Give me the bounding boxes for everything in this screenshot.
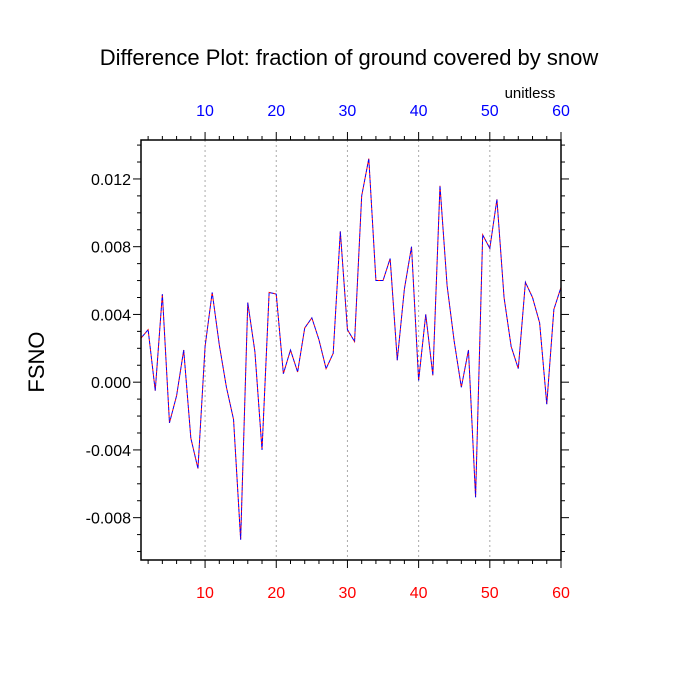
series-group <box>140 158 562 540</box>
x-tick-label-top: 20 <box>267 103 285 120</box>
y-tick-label: 0.012 <box>91 172 131 189</box>
y-tick-label: -0.004 <box>86 443 131 460</box>
units-label: unitless <box>505 85 556 102</box>
x-tick-label-bottom: 30 <box>339 585 357 602</box>
series-line-2 <box>140 158 562 540</box>
y-tick-label: 0.000 <box>91 375 131 392</box>
series-line-1 <box>140 158 562 540</box>
x-tick-label-bottom: 20 <box>267 585 285 602</box>
x-tick-label-bottom: 10 <box>196 585 214 602</box>
chart-title: Difference Plot: fraction of ground cove… <box>100 45 599 70</box>
x-tick-label-top: 10 <box>196 103 214 120</box>
x-tick-label-top: 30 <box>339 103 357 120</box>
x-tick-label-bottom: 40 <box>410 585 428 602</box>
x-tick-label-bottom: 60 <box>552 585 570 602</box>
plot-frame <box>140 139 562 561</box>
x-tick-label-top: 40 <box>410 103 428 120</box>
x-tick-label-top: 60 <box>552 103 570 120</box>
y-axis-label: FSNO <box>24 331 49 392</box>
x-tick-label-bottom: 50 <box>481 585 499 602</box>
y-tick-label: 0.004 <box>91 307 131 324</box>
y-tick-label: -0.008 <box>86 511 131 528</box>
tick-labels: 10 10 20 20 30 30 40 40 50 50 60 60 -0.008 -0.004 0.00… <box>86 103 570 602</box>
tick-marks <box>133 132 569 568</box>
y-tick-label: 0.008 <box>91 240 131 257</box>
grid-lines <box>204 140 491 560</box>
x-tick-label-top: 50 <box>481 103 499 120</box>
